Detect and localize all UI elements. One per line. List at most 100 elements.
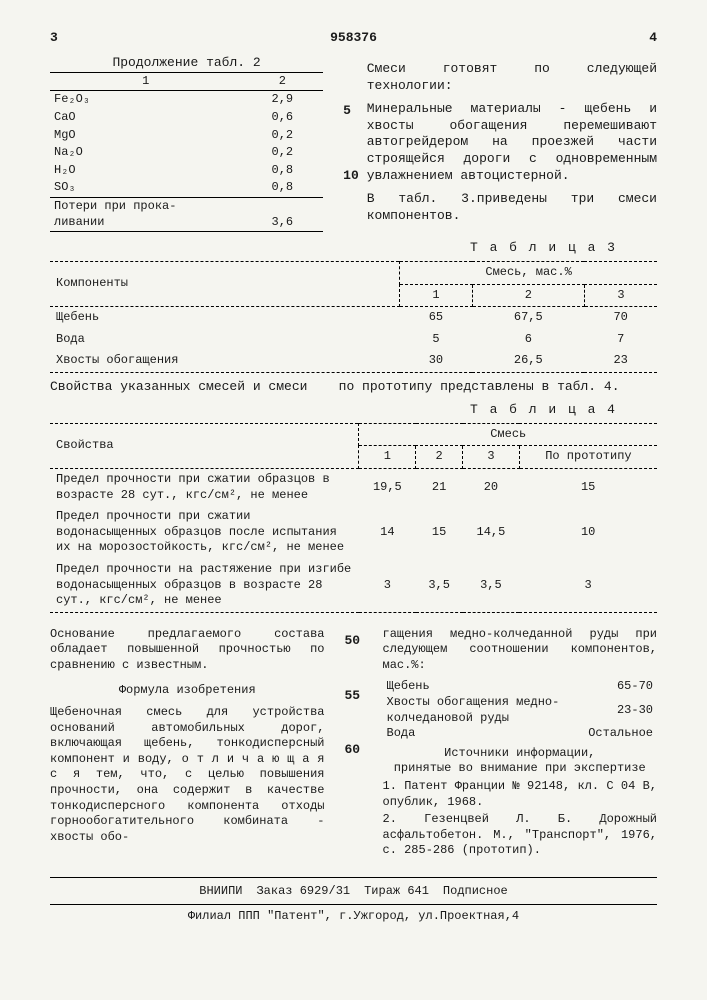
- t4-r1-0: Предел прочности при сжатии водонасыщенн…: [50, 506, 359, 559]
- t4-r2-4: 3: [519, 559, 657, 612]
- source-2: 2. Гезенцвей Л. Б. Дорожный асфальтобето…: [383, 812, 658, 859]
- t4-c2: 2: [416, 446, 463, 469]
- comp-0-0: Щебень: [383, 679, 585, 695]
- para2: Минеральные материалы - щебень и хвосты …: [367, 101, 657, 185]
- t4-r0-0: Предел прочности при сжатии образцов в в…: [50, 468, 359, 506]
- mn55: 55: [345, 688, 363, 705]
- t3-r1-3: 7: [584, 329, 657, 351]
- bottom-right: гащения медно-колчеданной руды при следу…: [383, 621, 658, 861]
- t3-r2-1: 30: [400, 350, 473, 372]
- footer-1: Заказ 6929/31: [256, 884, 350, 900]
- t3-r0-3: 70: [584, 307, 657, 329]
- t3-r1-0: Вода: [50, 329, 400, 351]
- table3-title: Т а б л и ц а 3: [50, 240, 617, 257]
- t3-c2: 2: [472, 284, 584, 307]
- table4-title: Т а б л и ц а 4: [50, 402, 617, 419]
- bottom-left-text: Щебеночная смесь для устройства основани…: [50, 705, 325, 845]
- t2-r3-0: Na₂O: [50, 144, 241, 162]
- mn60: 60: [345, 742, 363, 759]
- t3-c3: 3: [584, 284, 657, 307]
- between-text: Свойства указанных смесей и смеси по про…: [50, 379, 657, 396]
- table3: Компоненты Смесь, мас.% 1 2 3 Щебень6567…: [50, 261, 657, 373]
- t4-c1: 1: [359, 446, 416, 469]
- table2-block: Продолжение табл. 2 12 Fe₂O₃2,9 CaO0,6 M…: [50, 55, 323, 234]
- t3-r2-0: Хвосты обогащения: [50, 350, 400, 372]
- footer: ВНИИПИ Заказ 6929/31 Тираж 641 Подписное…: [50, 877, 657, 924]
- t2-col1: 1: [50, 72, 241, 91]
- comp-2-1: Остальное: [584, 726, 657, 742]
- t3-r0-1: 65: [400, 307, 473, 329]
- doc-number: 958376: [330, 30, 377, 47]
- margin-nums-bottom: 50 55 60: [345, 621, 363, 861]
- table2: 12 Fe₂O₃2,9 CaO0,6 MgO0,2 Na₂O0,2 H₂O0,8…: [50, 72, 323, 234]
- t2-r5-1: 0,8: [241, 179, 323, 197]
- sources-title: Источники информации, принятые во вниман…: [383, 746, 658, 777]
- t4-r0-4: 15: [519, 468, 657, 506]
- bottom-para1: Основание предлагаемого состава обладает…: [50, 627, 325, 674]
- col-right: 4: [649, 30, 657, 47]
- comp-1-0: Хвосты обогащения медно-колчедановой руд…: [383, 695, 585, 726]
- margin-nums-upper: 5 10: [343, 55, 359, 231]
- comp-0-1: 65-70: [584, 679, 657, 695]
- t3-r2-2: 26,5: [472, 350, 584, 372]
- upper-two-col: Продолжение табл. 2 12 Fe₂O₃2,9 CaO0,6 M…: [50, 55, 657, 234]
- t3-r2-3: 23: [584, 350, 657, 372]
- mn5: 5: [343, 103, 359, 120]
- t2-r1-1: 0,6: [241, 109, 323, 127]
- t4-r0-2: 21: [416, 468, 463, 506]
- t2-r6-1: 3,6: [241, 197, 323, 231]
- t4-r2-1: 3: [359, 559, 416, 612]
- header-row: 3 958376 4: [50, 30, 657, 47]
- col-left: 3: [50, 30, 58, 47]
- bottom-block: Основание предлагаемого состава обладает…: [50, 621, 657, 861]
- t2-r6-0: Потери при прока- ливании: [50, 197, 241, 231]
- t4-r0-3: 20: [463, 468, 520, 506]
- t2-r2-1: 0,2: [241, 127, 323, 145]
- source-1: 1. Патент Франции № 92148, кл. С 04 В, о…: [383, 779, 658, 810]
- t3-r1-2: 6: [472, 329, 584, 351]
- comp-2-0: Вода: [383, 726, 585, 742]
- t4-r2-2: 3,5: [416, 559, 463, 612]
- t4-r1-4: 10: [519, 506, 657, 559]
- t4-r1-1: 14: [359, 506, 416, 559]
- footer-2: Тираж 641: [364, 884, 429, 900]
- t4-r1-3: 14,5: [463, 506, 520, 559]
- t2-r4-0: H₂O: [50, 162, 241, 180]
- bottom-right-top: гащения медно-колчеданной руды при следу…: [383, 627, 658, 674]
- bottom-left: Основание предлагаемого состава обладает…: [50, 621, 325, 861]
- t3-htop: Смесь, мас.%: [400, 262, 657, 285]
- between-tables: Свойства указанных смесей и смеси по про…: [50, 379, 657, 396]
- t3-c1: 1: [400, 284, 473, 307]
- formula-title: Формула изобретения: [50, 683, 325, 699]
- t4-c4: По прототипу: [519, 446, 657, 469]
- t2-r3-1: 0,2: [241, 144, 323, 162]
- t2-col2: 2: [241, 72, 323, 91]
- mn50: 50: [345, 633, 363, 650]
- table2-title: Продолжение табл. 2: [50, 55, 323, 72]
- footer-addr: Филиал ППП "Патент", г.Ужгород, ул.Проек…: [50, 909, 657, 925]
- t2-r2-0: MgO: [50, 127, 241, 145]
- t2-r1-0: CaO: [50, 109, 241, 127]
- t4-r1-2: 15: [416, 506, 463, 559]
- footer-3: Подписное: [443, 884, 508, 900]
- t4-r2-0: Предел прочности на растяжение при изгиб…: [50, 559, 359, 612]
- t4-htop: Смесь: [359, 423, 657, 446]
- footer-row: ВНИИПИ Заказ 6929/31 Тираж 641 Подписное: [50, 884, 657, 905]
- t3-hleft: Компоненты: [50, 262, 400, 307]
- components-table: Щебень65-70 Хвосты обогащения медно-колч…: [383, 679, 658, 741]
- mn10: 10: [343, 168, 359, 185]
- para3: В табл. 3.приведены три смеси компоненто…: [367, 191, 657, 225]
- table4: Свойства Смесь 1 2 3 По прототипу Предел…: [50, 423, 657, 613]
- t3-r0-0: Щебень: [50, 307, 400, 329]
- right-paras: 5 10 Смеси готовят по следующей технолог…: [343, 55, 657, 234]
- t2-r0-1: 2,9: [241, 91, 323, 109]
- t4-hleft: Свойства: [50, 423, 359, 468]
- t3-r1-1: 5: [400, 329, 473, 351]
- t3-r0-2: 67,5: [472, 307, 584, 329]
- t2-r0-0: Fe₂O₃: [50, 91, 241, 109]
- para1: Смеси готовят по следующей технологии:: [367, 61, 657, 95]
- comp-1-1: 23-30: [584, 695, 657, 726]
- t4-r0-1: 19,5: [359, 468, 416, 506]
- t2-r4-1: 0,8: [241, 162, 323, 180]
- t2-r5-0: SO₃: [50, 179, 241, 197]
